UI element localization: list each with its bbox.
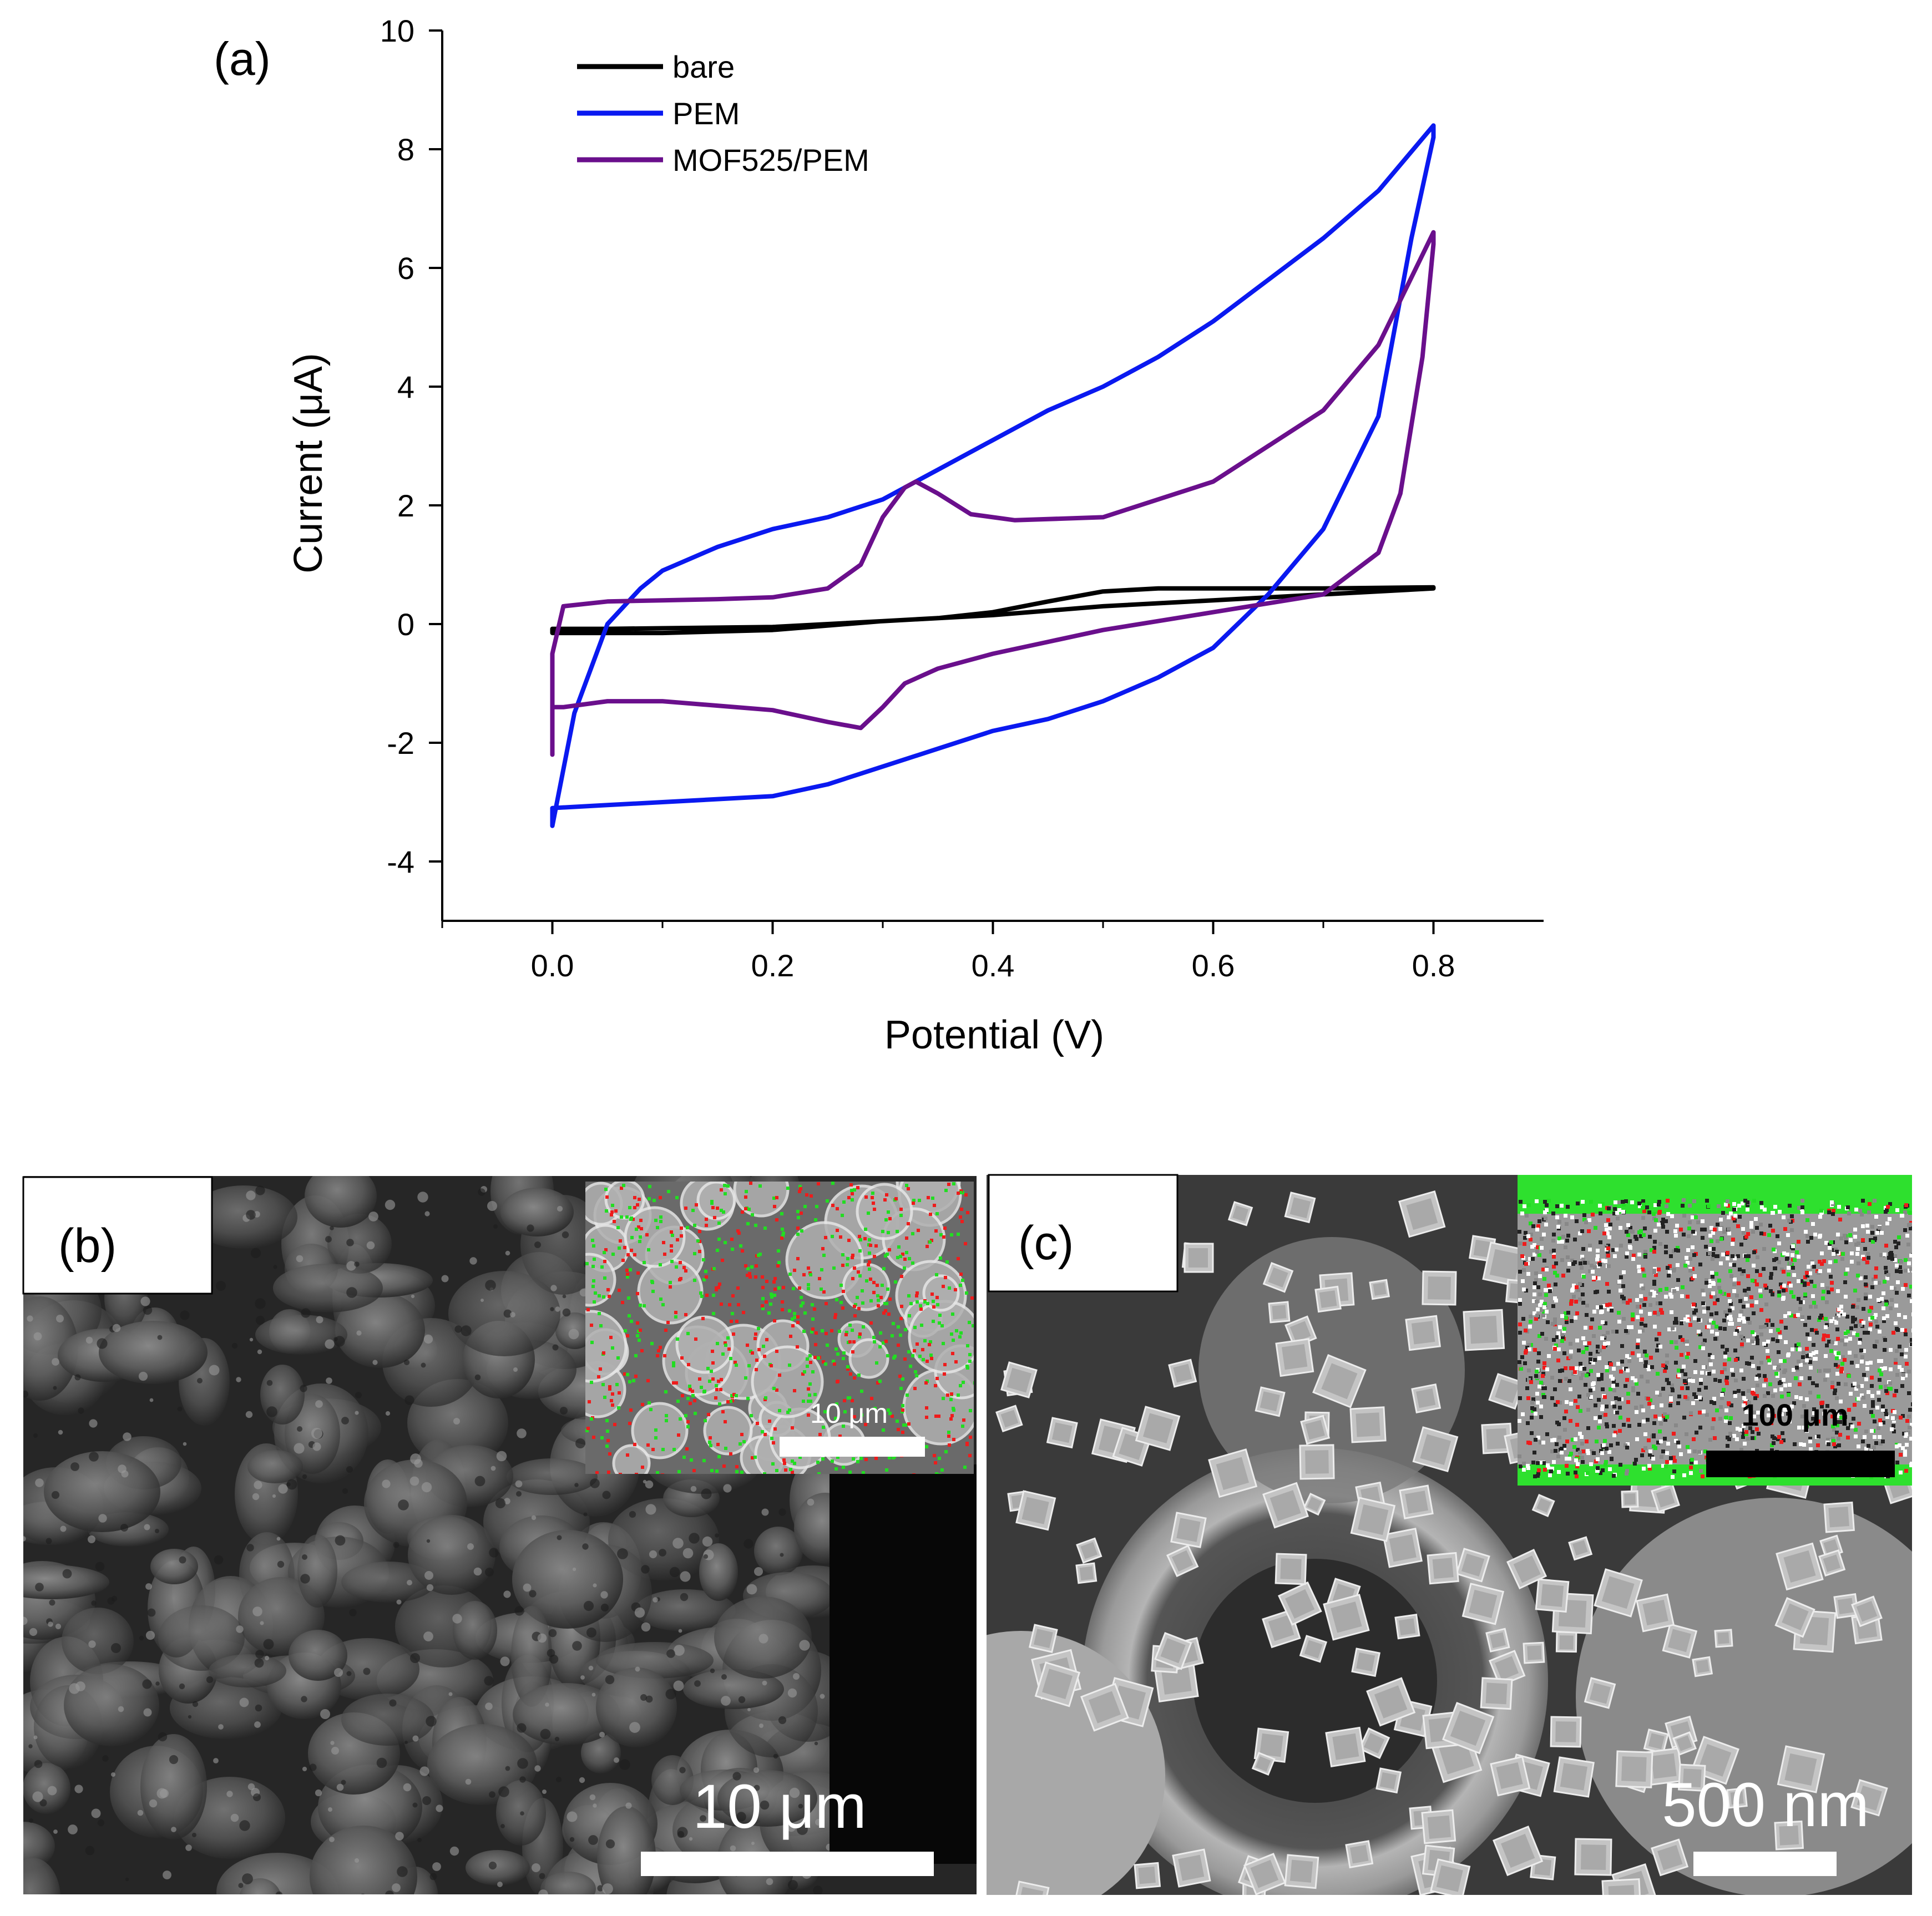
sem-b-inset-scale-label: 10 μm: [810, 1398, 888, 1429]
x-tick-label: 0.8: [1412, 948, 1455, 983]
y-tick-label: 0: [397, 607, 414, 642]
sem-c-inset: 100 μm: [1518, 1175, 1912, 1486]
legend-label: bare: [672, 49, 735, 84]
y-axis-label: Current (μA): [286, 353, 331, 574]
sem-b-inset: 10 μm: [585, 1182, 974, 1474]
panel-b-label-box: [22, 1176, 213, 1295]
sem-b-dark-region: [830, 1464, 977, 1864]
series-line-3: [550, 230, 1436, 757]
sem-b-inset-map: [585, 1182, 974, 1474]
legend-label: MOF525/PEM: [672, 143, 869, 178]
y-tick-label: 10: [380, 13, 414, 48]
series-line-2: [550, 123, 1436, 828]
x-tick-label: 0.4: [972, 948, 1015, 983]
cv-plot: (a) -4 -2 0 2 4 6 8 10 0.0 0.2 0.4 0.6 0.8 Potentia…: [214, 13, 1544, 1057]
series-lines: [550, 123, 1436, 828]
x-tick-label: 0.2: [751, 948, 795, 983]
sem-b-scale-label: 10 μm: [692, 1772, 867, 1841]
y-tick-label: -4: [387, 844, 414, 879]
x-ticks: 0.0 0.2 0.4 0.6 0.8: [441, 921, 1455, 983]
y-ticks: -4 -2 0 2 4 6 8 10: [380, 13, 442, 879]
series-line-1: [550, 585, 1436, 636]
legend-label: PEM: [672, 96, 740, 131]
x-axis-label: Potential (V): [884, 1013, 1104, 1057]
panel-c-label-box: [988, 1174, 1179, 1292]
sem-b-inset-scale-bar: [780, 1437, 925, 1457]
y-tick-label: 8: [397, 132, 414, 167]
y-tick-label: 4: [397, 369, 414, 404]
sem-b-scale-bar: [641, 1852, 934, 1876]
panel-b-label: (b): [58, 1219, 117, 1273]
panel-c-label: (c): [1018, 1216, 1074, 1270]
x-tick-label: 0.0: [531, 948, 574, 983]
sem-image-b: 10 μm (b) 10 μm: [22, 1176, 977, 1894]
sem-c-inset-scale-label: 100 μm: [1741, 1397, 1848, 1432]
y-tick-label: -2: [387, 726, 414, 761]
y-tick-label: 2: [397, 488, 414, 523]
sem-c-inset-scale-bar: [1706, 1451, 1895, 1477]
legend: bare PEM MOF525/PEM: [577, 49, 869, 178]
sem-c-scale-bar: [1693, 1852, 1837, 1876]
panel-a-label: (a): [214, 33, 271, 85]
sem-c-scale-label: 500 nm: [1662, 1770, 1869, 1839]
x-tick-label: 0.6: [1192, 948, 1235, 983]
sem-image-c: 100 μm (c) 500 nm: [987, 1174, 1912, 1895]
y-tick-label: 6: [397, 251, 414, 286]
